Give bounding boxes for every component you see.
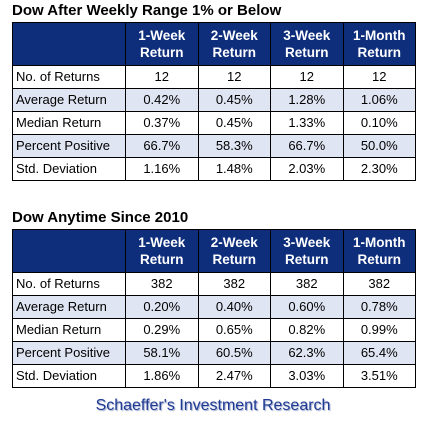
table-cell: 1.06% [342, 88, 416, 112]
column-header: 3-Week Return [270, 229, 344, 273]
table-row: Percent Positive 66.7% 58.3% 66.7% 50.0% [12, 134, 416, 158]
table-cell: 66.7% [125, 134, 199, 158]
table-cell: 1.28% [270, 88, 344, 112]
column-header: 1-Month Return [342, 22, 416, 66]
table-1: 1-Week Return 2-Week Return 3-Week Retur… [12, 22, 416, 181]
column-header: 3-Week Return [270, 22, 344, 66]
table-cell: 12 [197, 65, 271, 89]
table-cell: 0.40% [197, 295, 271, 319]
table-cell: 1.16% [125, 157, 199, 181]
header-corner-cell [12, 22, 126, 66]
table-cell: 3.51% [342, 364, 416, 388]
row-label: Percent Positive [12, 134, 126, 158]
row-label: No. of Returns [12, 272, 126, 296]
column-header: 1-Month Return [342, 229, 416, 273]
column-header: 1-Week Return [125, 229, 199, 273]
table-cell: 0.99% [342, 318, 416, 342]
table-2: 1-Week Return 2-Week Return 3-Week Retur… [12, 229, 416, 388]
table-cell: 382 [197, 272, 271, 296]
table-cell: 12 [342, 65, 416, 89]
table-row: Median Return 0.37% 0.45% 1.33% 0.10% [12, 111, 416, 135]
table-cell: 65.4% [342, 341, 416, 365]
row-label: Std. Deviation [12, 157, 126, 181]
table-cell: 66.7% [270, 134, 344, 158]
table-cell: 2.47% [197, 364, 271, 388]
column-header: 2-Week Return [197, 22, 271, 66]
table-cell: 0.20% [125, 295, 199, 319]
table-header-row: 1-Week Return 2-Week Return 3-Week Retur… [12, 229, 416, 273]
table-cell: 382 [342, 272, 416, 296]
table-cell: 0.10% [342, 111, 416, 135]
table-cell: 12 [270, 65, 344, 89]
table-row: Std. Deviation 1.16% 1.48% 2.03% 2.30% [12, 157, 416, 181]
row-label: No. of Returns [12, 65, 126, 89]
table-cell: 1.48% [197, 157, 271, 181]
table-cell: 0.45% [197, 88, 271, 112]
table-row: Std. Deviation 1.86% 2.47% 3.03% 3.51% [12, 364, 416, 388]
table-row: No. of Returns 12 12 12 12 [12, 65, 416, 89]
table-header-row: 1-Week Return 2-Week Return 3-Week Retur… [12, 22, 416, 66]
table-1-title: Dow After Weekly Range 1% or Below [12, 2, 282, 19]
column-header: 2-Week Return [197, 229, 271, 273]
table-row: Median Return 0.29% 0.65% 0.82% 0.99% [12, 318, 416, 342]
table-row: Percent Positive 58.1% 60.5% 62.3% 65.4% [12, 341, 416, 365]
table-cell: 1.86% [125, 364, 199, 388]
table-cell: 0.29% [125, 318, 199, 342]
table-cell: 2.30% [342, 157, 416, 181]
table-cell: 12 [125, 65, 199, 89]
table-cell: 382 [270, 272, 344, 296]
table-cell: 58.1% [125, 341, 199, 365]
row-label: Std. Deviation [12, 364, 126, 388]
table-2-title: Dow Anytime Since 2010 [12, 209, 189, 226]
table-cell: 60.5% [197, 341, 271, 365]
header-corner-cell [12, 229, 126, 273]
table-cell: 0.37% [125, 111, 199, 135]
table-cell: 0.45% [197, 111, 271, 135]
source-credit: Schaeffer's Investment Research [95, 397, 331, 414]
table-row: Average Return 0.20% 0.40% 0.60% 0.78% [12, 295, 416, 319]
table-cell: 0.82% [270, 318, 344, 342]
row-label: Percent Positive [12, 341, 126, 365]
row-label: Average Return [12, 295, 126, 319]
table-row: Average Return 0.42% 0.45% 1.28% 1.06% [12, 88, 416, 112]
table-row: No. of Returns 382 382 382 382 [12, 272, 416, 296]
table-cell: 0.78% [342, 295, 416, 319]
table-cell: 0.65% [197, 318, 271, 342]
table-cell: 62.3% [270, 341, 344, 365]
table-cell: 1.33% [270, 111, 344, 135]
column-header: 1-Week Return [125, 22, 199, 66]
row-label: Median Return [12, 111, 126, 135]
row-label: Median Return [12, 318, 126, 342]
table-cell: 50.0% [342, 134, 416, 158]
row-label: Average Return [12, 88, 126, 112]
table-cell: 2.03% [270, 157, 344, 181]
table-cell: 58.3% [197, 134, 271, 158]
table-cell: 0.60% [270, 295, 344, 319]
table-cell: 382 [125, 272, 199, 296]
table-cell: 0.42% [125, 88, 199, 112]
table-cell: 3.03% [270, 364, 344, 388]
